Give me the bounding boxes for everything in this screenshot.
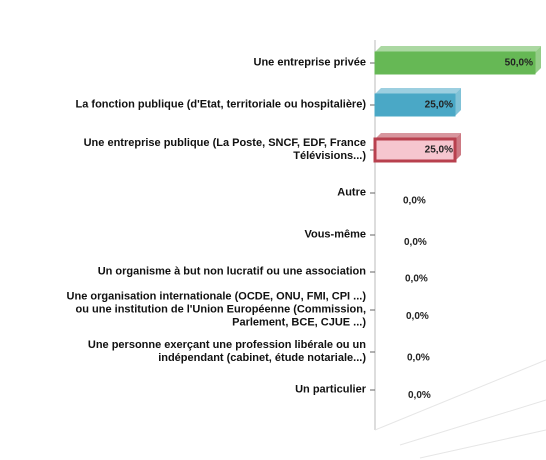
- value-label: 50,0%: [505, 58, 533, 69]
- category-label: Une personne exerçant une profession lib…: [87, 339, 366, 364]
- bar-top: [375, 88, 461, 94]
- value-label: 0,0%: [407, 353, 430, 364]
- value-label: 0,0%: [405, 274, 428, 285]
- bar: [373, 137, 457, 163]
- value-label: 0,0%: [408, 390, 431, 401]
- category-label: Vous-même: [304, 228, 366, 241]
- floor-grid: [374, 359, 546, 459]
- value-label: 25,0%: [425, 100, 453, 111]
- category-label: Autre: [337, 186, 366, 199]
- bar: [374, 51, 536, 75]
- category-label: Un particulier: [295, 383, 366, 396]
- bar-side: [535, 46, 541, 74]
- value-label: 0,0%: [403, 196, 426, 207]
- category-label: La fonction publique (d'Etat, territoria…: [75, 98, 366, 111]
- bar-top: [375, 46, 541, 52]
- category-label: Une entreprise privée: [253, 56, 367, 69]
- bar-side: [455, 88, 461, 116]
- category-label: Un organisme à but non lucratif ou une a…: [97, 265, 366, 278]
- bar: [374, 93, 456, 117]
- value-label: 25,0%: [425, 145, 453, 156]
- category-label: Une organisation internationale (OCDE, O…: [66, 290, 366, 329]
- value-label: 0,0%: [404, 237, 427, 248]
- value-label: 0,0%: [406, 311, 429, 322]
- category-label: Une entreprise publique (La Poste, SNCF,…: [83, 137, 366, 162]
